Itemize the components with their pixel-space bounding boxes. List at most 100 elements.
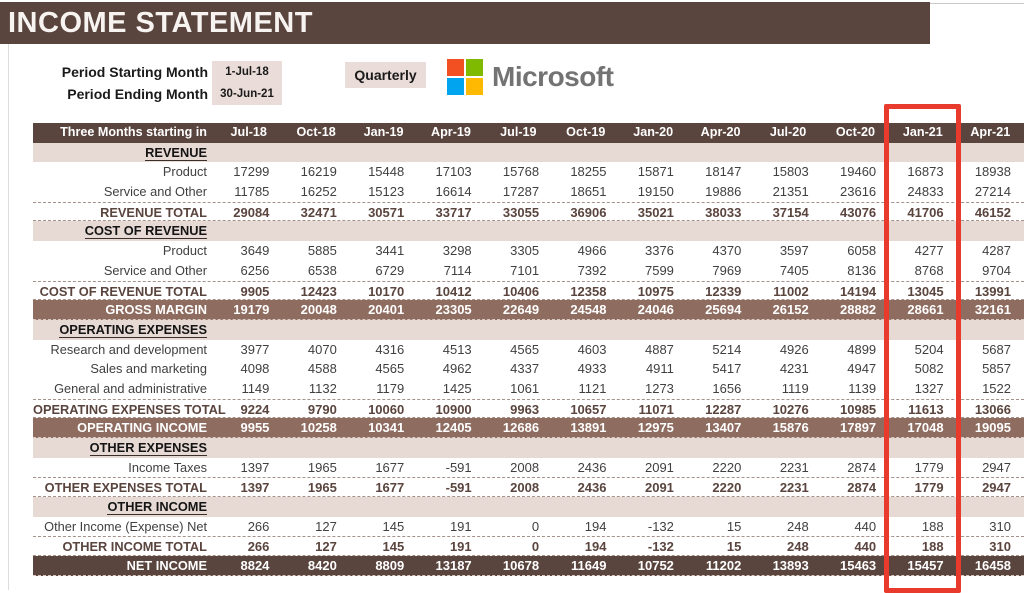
column-header-jan-19[interactable]: Jan-19 xyxy=(363,125,404,139)
value-cell-product-jul-19[interactable]: 15768 xyxy=(502,164,540,180)
value-cell-product-jan-19[interactable]: 3441 xyxy=(375,243,405,259)
value-cell-income-taxes-jan-19[interactable]: 1677 xyxy=(375,459,405,475)
value-cell-net-income-apr-21[interactable]: 16458 xyxy=(974,558,1011,574)
value-cell-general-and-administrative-jul-20[interactable]: 1119 xyxy=(781,380,809,396)
value-cell-product-jul-20[interactable]: 15803 xyxy=(772,164,809,180)
value-cell-general-and-administrative-jul-18[interactable]: 1149 xyxy=(241,380,270,396)
value-cell-net-income-jan-20[interactable]: 10752 xyxy=(637,558,674,574)
value-cell-operating-expenses-total-apr-21[interactable]: 13066 xyxy=(974,401,1011,417)
value-cell-other-income-expense-net-apr-19[interactable]: 191 xyxy=(449,518,472,534)
section-label-cell[interactable]: COST OF REVENUE xyxy=(33,221,215,241)
value-cell-other-income-expense-net-jul-18[interactable]: 266 xyxy=(247,518,270,534)
row-label-other-income-total[interactable]: OTHER INCOME TOTAL xyxy=(62,539,207,555)
value-cell-net-income-apr-20[interactable]: 11202 xyxy=(705,558,742,574)
value-cell-cost-of-revenue-total-apr-21[interactable]: 13991 xyxy=(974,283,1011,299)
column-header-oct-19[interactable]: Oct-19 xyxy=(566,125,606,139)
value-cell-other-expenses-total-jan-21[interactable]: 1779 xyxy=(914,480,944,496)
value-cell-service-and-other-apr-20[interactable]: 19886 xyxy=(705,184,742,200)
value-cell-general-and-administrative-apr-20[interactable]: 1656 xyxy=(712,380,742,396)
value-cell-operating-expenses-total-jan-20[interactable]: 11071 xyxy=(638,401,674,417)
value-cell-general-and-administrative-apr-19[interactable]: 1425 xyxy=(442,380,472,396)
value-cell-other-income-total-apr-20[interactable]: 15 xyxy=(726,539,742,555)
value-cell-gross-margin-apr-19[interactable]: 23305 xyxy=(435,302,472,318)
row-label-product[interactable]: Product xyxy=(162,164,207,180)
value-cell-operating-income-jul-19[interactable]: 12686 xyxy=(502,420,540,436)
value-cell-service-and-other-oct-20[interactable]: 23616 xyxy=(840,184,877,200)
value-cell-product-apr-20[interactable]: 18147 xyxy=(705,164,742,180)
value-cell-income-taxes-apr-19[interactable]: -591 xyxy=(445,459,472,475)
row-label-other-income-expense-net[interactable]: Other Income (Expense) Net xyxy=(44,518,207,534)
value-cell-product-apr-20[interactable]: 4370 xyxy=(712,243,742,259)
value-cell-product-oct-18[interactable]: 16219 xyxy=(300,164,337,180)
value-cell-product-jan-20[interactable]: 3376 xyxy=(644,243,674,259)
value-cell-general-and-administrative-oct-18[interactable]: 1132 xyxy=(308,380,337,396)
value-cell-revenue-total-oct-19[interactable]: 36906 xyxy=(570,204,607,220)
row-label-cost-of-revenue-total[interactable]: COST OF REVENUE TOTAL xyxy=(39,283,207,299)
value-cell-sales-and-marketing-apr-19[interactable]: 4962 xyxy=(442,361,472,377)
value-cell-product-oct-19[interactable]: 4966 xyxy=(577,243,607,259)
value-cell-revenue-total-jan-20[interactable]: 35021 xyxy=(637,204,674,220)
value-cell-operating-income-jul-18[interactable]: 9955 xyxy=(240,420,270,436)
value-cell-net-income-oct-19[interactable]: 11649 xyxy=(571,558,607,574)
column-header-jan-20[interactable]: Jan-20 xyxy=(633,125,674,139)
value-cell-service-and-other-apr-21[interactable]: 9704 xyxy=(982,262,1011,278)
value-cell-other-income-expense-net-oct-20[interactable]: 440 xyxy=(854,518,877,534)
value-cell-other-income-expense-net-oct-19[interactable]: 194 xyxy=(584,518,607,534)
value-cell-operating-expenses-total-jul-19[interactable]: 9963 xyxy=(510,401,540,417)
value-cell-general-and-administrative-jan-21[interactable]: 1327 xyxy=(914,380,944,396)
value-cell-cost-of-revenue-total-oct-20[interactable]: 14194 xyxy=(840,283,877,299)
value-cell-operating-income-jan-21[interactable]: 17048 xyxy=(907,420,944,436)
value-cell-net-income-oct-20[interactable]: 15463 xyxy=(840,558,877,574)
value-cell-other-income-expense-net-jul-19[interactable]: 0 xyxy=(531,518,540,534)
value-cell-service-and-other-oct-18[interactable]: 6538 xyxy=(307,262,337,278)
value-cell-net-income-jul-19[interactable]: 10678 xyxy=(502,558,540,574)
value-cell-gross-margin-oct-18[interactable]: 20048 xyxy=(300,302,337,318)
value-cell-service-and-other-jul-18[interactable]: 6256 xyxy=(240,262,270,278)
frequency-button[interactable]: Quarterly xyxy=(345,62,426,88)
value-cell-revenue-total-oct-20[interactable]: 43076 xyxy=(840,204,877,220)
value-cell-service-and-other-jan-19[interactable]: 15123 xyxy=(368,184,405,200)
row-label-operating-income[interactable]: OPERATING INCOME xyxy=(77,420,207,436)
value-cell-income-taxes-oct-18[interactable]: 1965 xyxy=(307,459,337,475)
value-cell-revenue-total-apr-19[interactable]: 33717 xyxy=(435,204,472,220)
value-cell-general-and-administrative-jan-20[interactable]: 1273 xyxy=(644,380,674,396)
value-cell-product-apr-21[interactable]: 4287 xyxy=(982,243,1011,259)
value-cell-product-oct-20[interactable]: 19460 xyxy=(840,164,877,180)
row-label-operating-expenses-total[interactable]: OPERATING EXPENSES TOTAL xyxy=(33,401,226,417)
value-cell-service-and-other-jul-18[interactable]: 11785 xyxy=(234,184,270,200)
value-cell-other-income-total-apr-21[interactable]: 310 xyxy=(989,539,1011,555)
value-cell-other-expenses-total-jul-20[interactable]: 2231 xyxy=(779,480,809,496)
value-cell-service-and-other-apr-19[interactable]: 7114 xyxy=(443,262,472,278)
value-cell-sales-and-marketing-jul-19[interactable]: 4337 xyxy=(510,361,540,377)
value-cell-gross-margin-jul-19[interactable]: 22649 xyxy=(502,302,540,318)
value-cell-service-and-other-jul-19[interactable]: 17287 xyxy=(502,184,540,200)
value-cell-income-taxes-apr-20[interactable]: 2220 xyxy=(712,459,742,475)
value-cell-product-oct-20[interactable]: 6058 xyxy=(847,243,877,259)
value-cell-service-and-other-jul-20[interactable]: 21351 xyxy=(772,184,809,200)
section-label-cell[interactable]: OTHER INCOME xyxy=(33,497,215,517)
value-cell-operating-income-apr-20[interactable]: 13407 xyxy=(705,420,742,436)
value-cell-sales-and-marketing-apr-21[interactable]: 5857 xyxy=(982,361,1011,377)
value-cell-service-and-other-jan-20[interactable]: 19150 xyxy=(637,184,674,200)
value-cell-operating-income-oct-19[interactable]: 13891 xyxy=(570,420,607,436)
value-cell-revenue-total-apr-21[interactable]: 46152 xyxy=(974,204,1011,220)
value-cell-operating-expenses-total-jan-21[interactable]: 11613 xyxy=(908,401,944,417)
value-cell-net-income-jan-19[interactable]: 8809 xyxy=(375,558,405,574)
value-cell-research-and-development-apr-19[interactable]: 4513 xyxy=(442,341,472,357)
value-cell-revenue-total-jul-19[interactable]: 33055 xyxy=(502,204,540,220)
value-cell-net-income-jan-21[interactable]: 15457 xyxy=(907,558,944,574)
value-cell-other-income-total-jan-19[interactable]: 145 xyxy=(382,539,405,555)
row-label-sales-and-marketing[interactable]: Sales and marketing xyxy=(90,361,207,377)
value-cell-product-jul-19[interactable]: 3305 xyxy=(510,243,540,259)
value-cell-income-taxes-apr-21[interactable]: 2947 xyxy=(982,459,1011,475)
value-cell-income-taxes-oct-19[interactable]: 2436 xyxy=(577,459,607,475)
value-cell-gross-margin-jan-21[interactable]: 28661 xyxy=(907,302,944,318)
value-cell-service-and-other-jan-21[interactable]: 24833 xyxy=(907,184,944,200)
value-cell-income-taxes-jul-19[interactable]: 2008 xyxy=(510,459,540,475)
value-cell-general-and-administrative-jan-19[interactable]: 1179 xyxy=(376,380,405,396)
value-cell-operating-expenses-total-oct-18[interactable]: 9790 xyxy=(307,401,337,417)
value-cell-product-jul-18[interactable]: 3649 xyxy=(240,243,270,259)
value-cell-sales-and-marketing-jul-20[interactable]: 4231 xyxy=(779,361,809,377)
value-cell-other-income-total-jan-20[interactable]: -132 xyxy=(647,539,674,555)
value-cell-operating-income-jan-19[interactable]: 10341 xyxy=(368,420,405,436)
